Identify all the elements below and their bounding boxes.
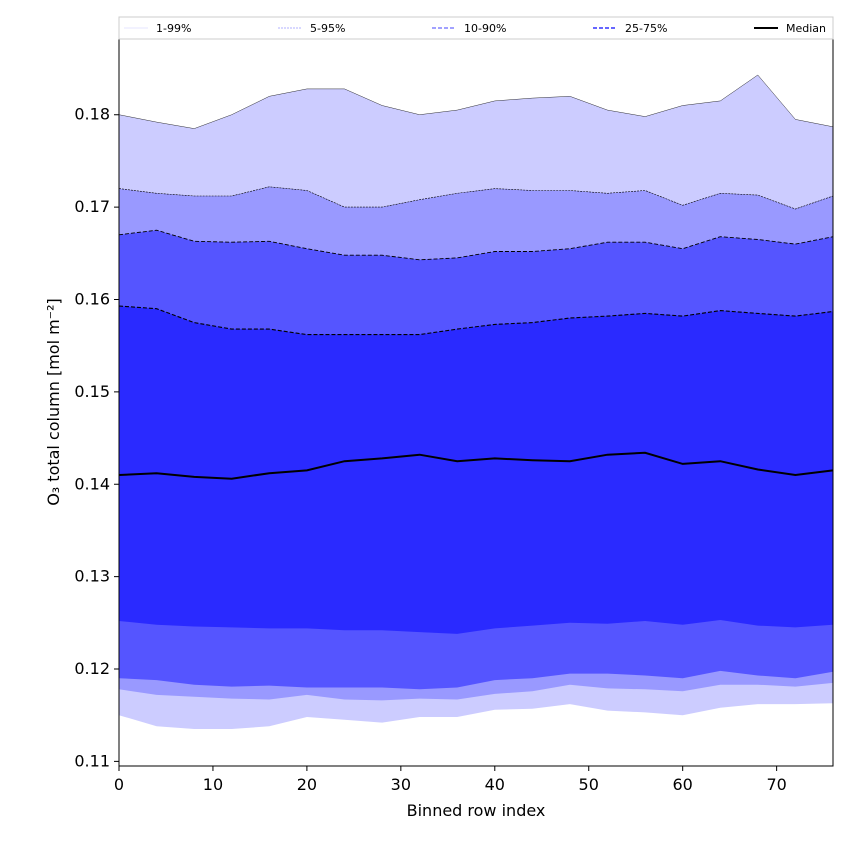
bands-group [118, 74, 834, 729]
x-tick-label: 50 [579, 775, 599, 794]
x-axis: 0 10 20 30 40 50 60 70 [114, 766, 787, 794]
x-tick-label: 0 [114, 775, 124, 794]
y-tick-label: 0.18 [74, 105, 110, 124]
y-tick-label: 0.11 [74, 751, 110, 770]
y-tick-label: 0.12 [74, 659, 110, 678]
y-tick-label: 0.13 [74, 567, 110, 586]
band-10-90-upper-edge [118, 229, 834, 261]
y-tick-label: 0.15 [74, 382, 110, 401]
band-25-75-area [119, 306, 833, 634]
y-tick-label: 0.16 [74, 290, 110, 309]
legend-label: 10-90% [464, 22, 506, 35]
x-tick-label: 60 [673, 775, 693, 794]
x-tick-label: 40 [485, 775, 505, 794]
median-group [118, 451, 834, 480]
x-axis-label: Binned row index [407, 801, 546, 820]
y-tick-label: 0.17 [74, 197, 110, 216]
legend-label: Median [786, 22, 826, 35]
y-axis-label: O₃ total column [mol m⁻²] [44, 298, 63, 506]
legend-box [118, 16, 834, 40]
y-tick-label: 0.14 [74, 474, 110, 493]
median-line [118, 451, 834, 480]
y-axis: 0.11 0.12 0.13 0.14 0.15 0.16 0.17 0.18 [74, 105, 119, 770]
band-25-75-upper-edge [118, 305, 834, 336]
legend-label: 5-95% [310, 22, 345, 35]
band-1-99-upper-edge [118, 74, 834, 129]
x-tick-label: 70 [766, 775, 786, 794]
x-tick-label: 30 [391, 775, 411, 794]
legend-label: 1-99% [156, 22, 191, 35]
x-tick-label: 10 [203, 775, 223, 794]
legend-label: 25-75% [625, 22, 667, 35]
x-tick-label: 20 [297, 775, 317, 794]
band-5-95-upper-edge [118, 186, 834, 210]
legend: 1-99% 5-95% 10-90% 25-75% Median [118, 16, 834, 40]
